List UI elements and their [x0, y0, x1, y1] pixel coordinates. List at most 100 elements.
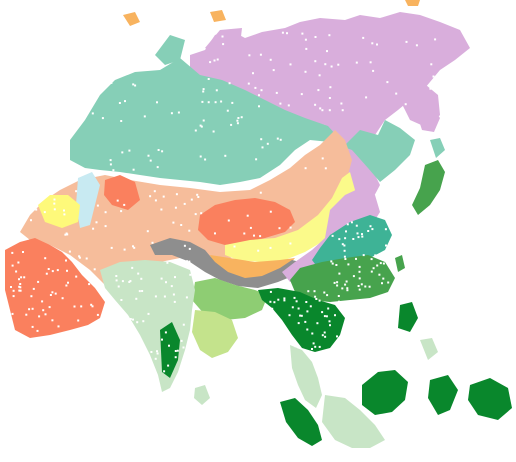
- map-dot: [116, 199, 119, 202]
- map-dot: [246, 214, 249, 217]
- map-dot: [278, 227, 281, 230]
- map-dot: [344, 283, 347, 286]
- map-dot: [23, 276, 26, 279]
- map-dot: [283, 297, 286, 300]
- map-dot: [194, 129, 197, 132]
- map-dot: [138, 290, 141, 293]
- region-caspian-water: [76, 172, 100, 228]
- map-dot: [318, 345, 321, 348]
- map-dot: [300, 314, 303, 317]
- map-dot: [336, 284, 339, 287]
- map-dot: [136, 321, 139, 324]
- map-dot: [275, 91, 278, 94]
- map-dot: [207, 101, 210, 104]
- map-dot: [202, 119, 205, 122]
- map-dot: [32, 287, 35, 290]
- map-dot: [143, 115, 146, 118]
- map-dot: [324, 335, 327, 338]
- region-arctic-island-orange-3: [405, 0, 420, 6]
- map-dot: [182, 346, 185, 349]
- map-dot: [306, 310, 309, 313]
- map-dot: [240, 116, 243, 119]
- map-dot: [188, 378, 191, 380]
- map-dot: [304, 70, 307, 73]
- map-dot: [434, 38, 437, 41]
- map-dot: [331, 234, 334, 237]
- map-dot: [272, 69, 275, 72]
- map-dot: [51, 291, 54, 294]
- map-dot: [376, 264, 379, 267]
- map-dot: [51, 319, 54, 322]
- map-dot: [214, 232, 216, 235]
- map-dot: [65, 284, 68, 287]
- map-dot: [78, 256, 81, 259]
- map-dot: [182, 323, 185, 326]
- map-dot: [323, 315, 326, 318]
- map-dot: [324, 167, 327, 170]
- map-dot: [174, 350, 177, 352]
- map-dot: [379, 262, 382, 265]
- region-northern-taiga: [70, 58, 415, 185]
- map-dot: [194, 213, 197, 216]
- map-dot: [435, 84, 438, 87]
- dot-texture: [10, 30, 455, 381]
- map-dot: [254, 86, 257, 89]
- map-dot: [137, 272, 140, 275]
- map-dot: [188, 229, 191, 232]
- map-dot: [134, 84, 137, 87]
- map-dot: [259, 235, 262, 238]
- map-dot: [355, 257, 357, 260]
- map-dot: [124, 100, 126, 103]
- map-dot: [341, 243, 344, 246]
- map-dot: [183, 244, 186, 247]
- region-sri-lanka: [194, 385, 210, 405]
- map-dot: [357, 285, 360, 287]
- map-dot: [326, 294, 329, 297]
- map-dot: [93, 268, 96, 271]
- map-dot: [175, 193, 178, 196]
- map-dot: [54, 292, 57, 295]
- map-dot: [162, 195, 165, 198]
- map-dot: [345, 230, 347, 233]
- map-dot: [174, 276, 176, 279]
- map-dot: [281, 31, 284, 34]
- map-dot: [117, 330, 120, 333]
- map-dot: [336, 335, 338, 338]
- map-dot: [395, 92, 398, 95]
- map-dot: [167, 364, 170, 367]
- map-dot: [370, 258, 373, 261]
- map-dot: [321, 334, 324, 337]
- map-dot: [289, 63, 292, 66]
- map-dot: [324, 63, 327, 66]
- map-dot: [304, 38, 307, 41]
- map-dot: [330, 260, 333, 263]
- map-dot: [311, 332, 314, 335]
- map-dot: [297, 346, 300, 349]
- region-subtropical-forest: [290, 255, 395, 302]
- map-dot: [140, 277, 143, 280]
- map-dot: [374, 254, 377, 257]
- map-dot: [200, 212, 203, 215]
- map-dot: [333, 281, 336, 284]
- map-dot: [156, 352, 159, 355]
- map-dot: [176, 349, 179, 352]
- map-dot: [343, 255, 346, 258]
- map-dot: [352, 238, 355, 240]
- map-dot: [61, 297, 64, 300]
- map-dot: [78, 255, 81, 258]
- map-dot: [19, 286, 22, 289]
- map-dot: [165, 281, 167, 284]
- map-dot: [212, 130, 215, 133]
- region-philippines: [398, 302, 418, 332]
- map-dot: [429, 87, 432, 90]
- map-dot: [337, 295, 340, 297]
- map-dot: [68, 250, 71, 253]
- map-dot: [299, 314, 302, 317]
- map-dot: [164, 331, 167, 334]
- map-dot: [294, 345, 297, 348]
- map-dot: [300, 93, 303, 96]
- map-dot: [358, 270, 361, 273]
- map-dot: [289, 226, 292, 229]
- map-dot: [262, 340, 265, 342]
